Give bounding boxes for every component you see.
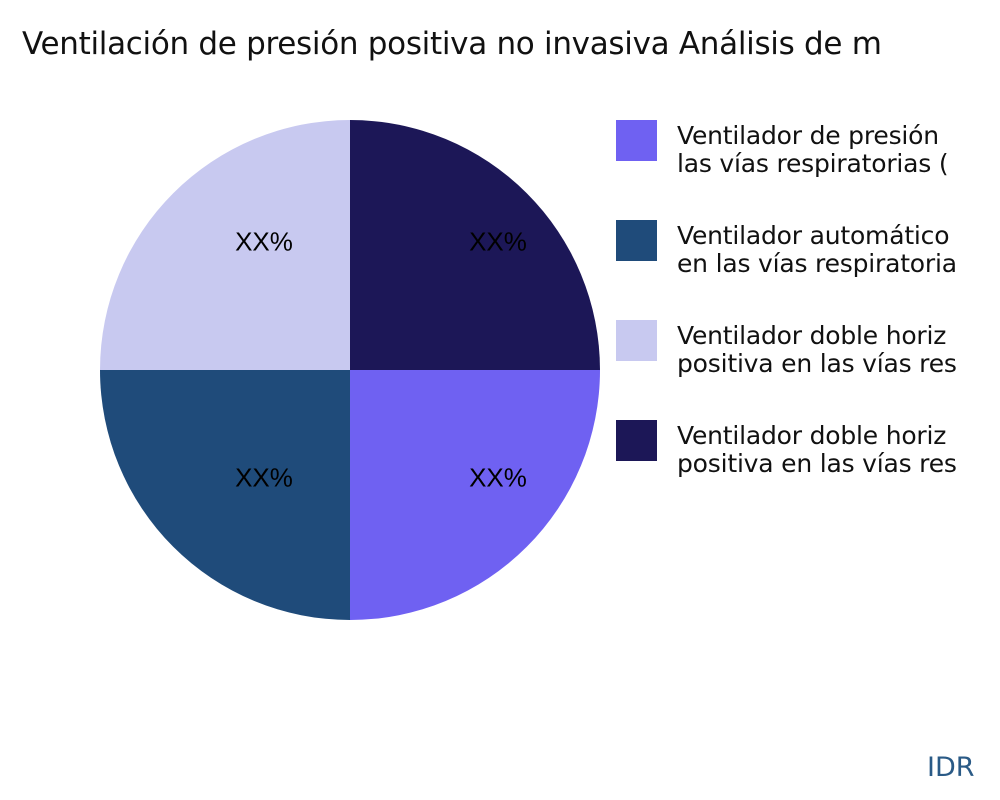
slice-label-1: XX% (469, 462, 527, 493)
pie-slice-2[interactable] (100, 370, 350, 620)
legend-swatch (616, 120, 657, 161)
legend-swatch (616, 320, 657, 361)
legend-swatch (616, 420, 657, 461)
legend-label: Ventilador de presión las vías respirator… (677, 121, 949, 178)
legend-label: Ventilador doble horiz positiva en las ví… (677, 321, 957, 378)
legend-swatch (616, 220, 657, 261)
chart-title: Ventilación de presión positiva no invas… (22, 26, 882, 62)
pie-slice-3[interactable] (100, 120, 350, 370)
slice-label-3: XX% (235, 226, 293, 257)
footer-brand: IDR (927, 752, 975, 783)
pie-slice-4[interactable] (350, 120, 600, 370)
slice-label-2: XX% (235, 462, 293, 493)
slice-label-4: XX% (469, 226, 527, 257)
legend-label: Ventilador doble horiz positiva en las ví… (677, 421, 957, 478)
pie-slice-1[interactable] (350, 370, 600, 620)
legend-label: Ventilador automático en las vías respira… (677, 221, 957, 278)
